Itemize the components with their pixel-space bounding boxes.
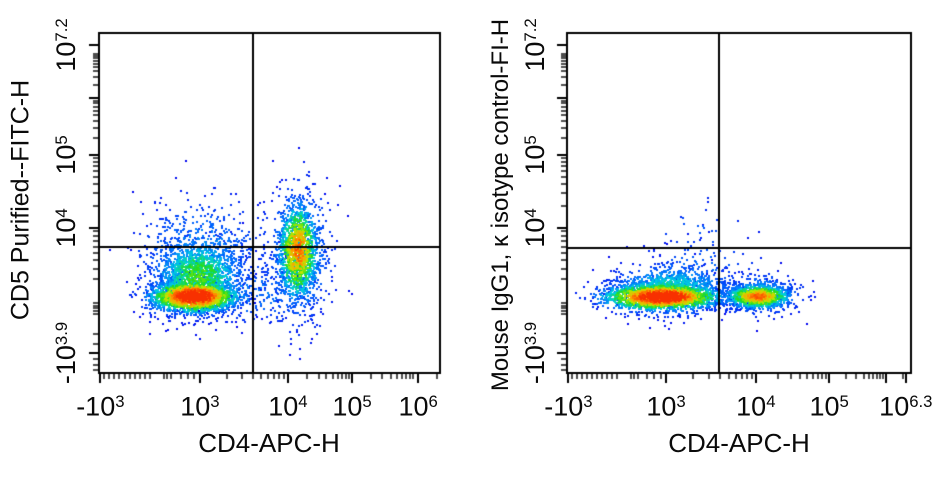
x-tick-label: 104 [736,388,775,420]
tick-exponent: 5 [362,392,372,411]
tick-base: 10 [809,391,840,422]
x-tick-label: 105 [332,388,371,420]
x-tick-label: -103 [544,388,592,420]
tick-exponent: 7.2 [51,18,71,42]
scatter-canvas-isotype [476,0,952,479]
tick-exponent: 3 [583,392,593,411]
tick-base: -10 [76,391,116,422]
x-tick-label: 106.3 [879,388,932,420]
tick-base: 10 [51,144,82,175]
x-tick-label: 104 [268,388,307,420]
tick-base: 10 [520,41,551,72]
y-tick-label: 104 [48,208,82,248]
y-tick-label: 104 [517,208,551,248]
y-tick-label: -103.9 [48,321,82,384]
tick-base: 10 [51,217,82,248]
tick-exponent: 4 [298,392,308,411]
x-tick-label: 106 [398,388,437,420]
tick-base: 10 [520,144,551,175]
tick-exponent: 5 [520,135,540,145]
tick-exponent: 7.2 [520,18,540,42]
x-tick-label: 103 [646,388,685,420]
x-axis-title-cd4-right: CD4-APC-H [668,428,810,458]
tick-base: 10 [646,391,677,422]
y-tick-label: 107.2 [48,18,82,72]
x-tick-label: 103 [180,388,219,420]
y-tick-label: 105 [48,135,82,175]
tick-exponent: 3.9 [520,321,540,345]
tick-base: 10 [736,391,767,422]
tick-exponent: 3 [676,392,686,411]
tick-exponent: 3 [210,392,220,411]
x-tick-label: 105 [809,388,848,420]
y-tick-label: -103.9 [517,321,551,384]
tick-exponent: 5 [51,135,71,145]
plot-isotype-vs-cd4: Mouse IgG1, κ isotype control-FI-H CD4-A… [476,0,952,479]
tick-base: 10 [520,217,551,248]
tick-base: -10 [51,344,82,384]
y-tick-label: 107.2 [517,18,551,72]
tick-base: 10 [268,391,299,422]
tick-exponent: 6.3 [909,392,933,411]
tick-base: 10 [398,391,429,422]
tick-exponent: 4 [520,208,540,218]
scatter-canvas-cd5 [0,0,476,479]
tick-exponent: 4 [51,208,71,218]
tick-exponent: 3 [115,392,125,411]
tick-base: 10 [51,41,82,72]
y-tick-label: 105 [517,135,551,175]
plot-cd5-vs-cd4: CD5 Purified--FITC-H CD4-APC-H -103 103 10… [0,0,476,479]
tick-base: 10 [180,391,211,422]
tick-base: -10 [544,391,584,422]
y-axis-title-isotype: Mouse IgG1, κ isotype control-FI-H [487,18,514,392]
tick-exponent: 3.9 [51,321,71,345]
tick-base: -10 [520,344,551,384]
tick-exponent: 4 [766,392,776,411]
x-tick-label: -103 [76,388,124,420]
tick-exponent: 5 [839,392,849,411]
y-axis-title-cd5: CD5 Purified--FITC-H [6,79,35,321]
tick-base: 10 [332,391,363,422]
tick-base: 10 [879,391,910,422]
x-axis-title-cd4-left: CD4-APC-H [198,428,340,458]
tick-exponent: 6 [428,392,438,411]
